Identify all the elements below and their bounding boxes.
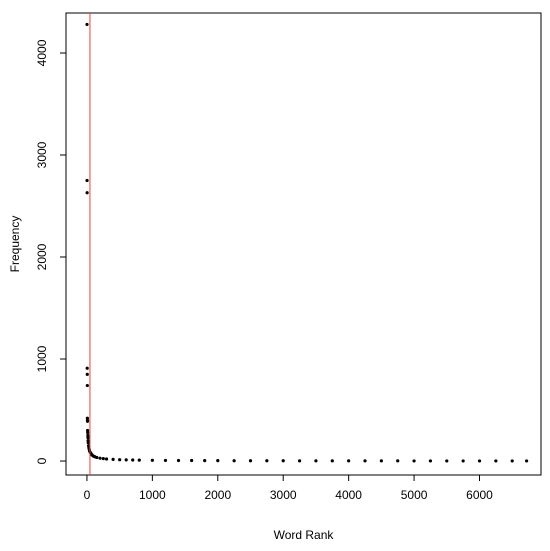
plot-frame — [65, 12, 542, 476]
point — [190, 458, 194, 463]
point — [163, 458, 168, 463]
point — [281, 459, 285, 463]
y-axis-label: Frequency — [8, 216, 22, 273]
point — [396, 459, 400, 463]
y-tick-label: 1000 — [35, 345, 49, 372]
point — [85, 383, 89, 388]
point — [525, 459, 529, 463]
x-tick-label: 4000 — [335, 488, 362, 502]
point — [85, 366, 89, 370]
x-tick-label: 6000 — [466, 488, 493, 502]
x-tick-label: 1000 — [139, 488, 166, 502]
point — [85, 22, 89, 27]
point — [176, 458, 181, 463]
point — [150, 458, 154, 462]
point — [104, 457, 109, 461]
point — [85, 191, 89, 195]
point — [445, 459, 449, 463]
point — [494, 459, 498, 463]
point — [101, 456, 105, 461]
x-tick-label: 2000 — [204, 488, 231, 502]
x-tick-label: 0 — [84, 488, 91, 502]
point — [461, 459, 465, 463]
point — [95, 455, 99, 460]
point — [98, 456, 102, 460]
y-tick-label: 0 — [35, 457, 49, 464]
point — [118, 458, 122, 462]
point — [379, 459, 383, 463]
point — [232, 459, 236, 463]
point — [330, 459, 334, 463]
point — [137, 458, 141, 462]
x-tick-label: 5000 — [401, 488, 428, 502]
x-axis-label: Word Rank — [274, 528, 335, 542]
point — [85, 178, 89, 183]
point — [477, 459, 482, 463]
point — [216, 459, 220, 463]
x-tick-label: 3000 — [270, 488, 297, 502]
point — [85, 372, 89, 376]
point — [363, 459, 367, 463]
point — [85, 419, 90, 423]
point — [510, 459, 514, 463]
point — [412, 459, 416, 463]
point — [428, 459, 433, 463]
point — [347, 459, 351, 463]
point — [248, 459, 253, 463]
point — [86, 441, 90, 445]
point — [111, 457, 115, 461]
y-tick-label: 3000 — [35, 141, 49, 168]
point — [297, 459, 302, 463]
y-tick-label: 4000 — [35, 39, 49, 66]
point — [203, 459, 207, 463]
point — [124, 458, 128, 462]
y-tick-label: 2000 — [35, 243, 49, 270]
point — [314, 459, 318, 463]
point — [265, 459, 269, 463]
point — [131, 458, 135, 462]
point — [86, 430, 90, 435]
point — [86, 435, 90, 440]
